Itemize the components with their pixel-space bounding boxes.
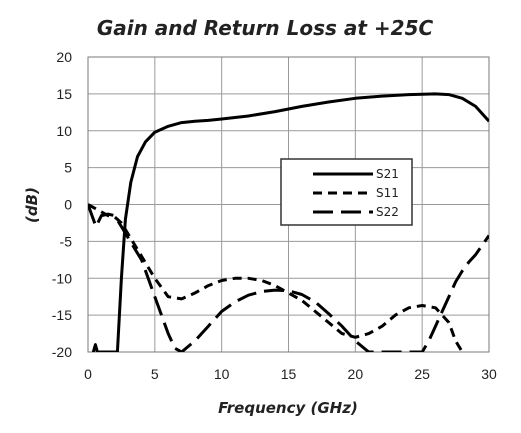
y-tick-label: 10 bbox=[56, 123, 72, 139]
x-tick-label: 0 bbox=[84, 366, 92, 382]
y-tick-label: -5 bbox=[60, 233, 73, 249]
legend-label-s21: S21 bbox=[376, 167, 399, 181]
y-tick-label: 5 bbox=[64, 160, 72, 176]
x-tick-label: 30 bbox=[481, 366, 497, 382]
y-axis-ticks: 20 15 10 5 0 -5 -10 -15 -20 bbox=[52, 49, 72, 360]
x-axis-label: Frequency (GHz) bbox=[218, 399, 358, 417]
chart-title: Gain and Return Loss at +25C bbox=[97, 16, 434, 40]
x-tick-label: 20 bbox=[348, 366, 364, 382]
y-axis-label: (dB) bbox=[23, 187, 41, 223]
y-tick-label: -20 bbox=[52, 344, 72, 360]
series-line-s11 bbox=[88, 203, 464, 352]
legend-label-s22: S22 bbox=[376, 205, 399, 219]
y-tick-label: 0 bbox=[64, 197, 72, 213]
y-tick-label: -10 bbox=[52, 270, 72, 286]
x-tick-label: 15 bbox=[281, 366, 297, 382]
x-axis-ticks: 0 5 10 15 20 25 30 bbox=[84, 366, 497, 382]
x-tick-label: 5 bbox=[151, 366, 159, 382]
x-tick-label: 25 bbox=[414, 366, 430, 382]
y-tick-label: -15 bbox=[52, 307, 72, 323]
series-group bbox=[88, 92, 489, 352]
legend-label-s11: S11 bbox=[376, 186, 399, 200]
legend: S21 S11 S22 bbox=[280, 158, 413, 226]
x-tick-label: 10 bbox=[214, 366, 230, 382]
y-tick-label: 15 bbox=[56, 86, 72, 102]
series-line-s22 bbox=[88, 203, 489, 352]
series-line-s21 bbox=[91, 92, 489, 352]
y-tick-label: 20 bbox=[56, 49, 72, 65]
